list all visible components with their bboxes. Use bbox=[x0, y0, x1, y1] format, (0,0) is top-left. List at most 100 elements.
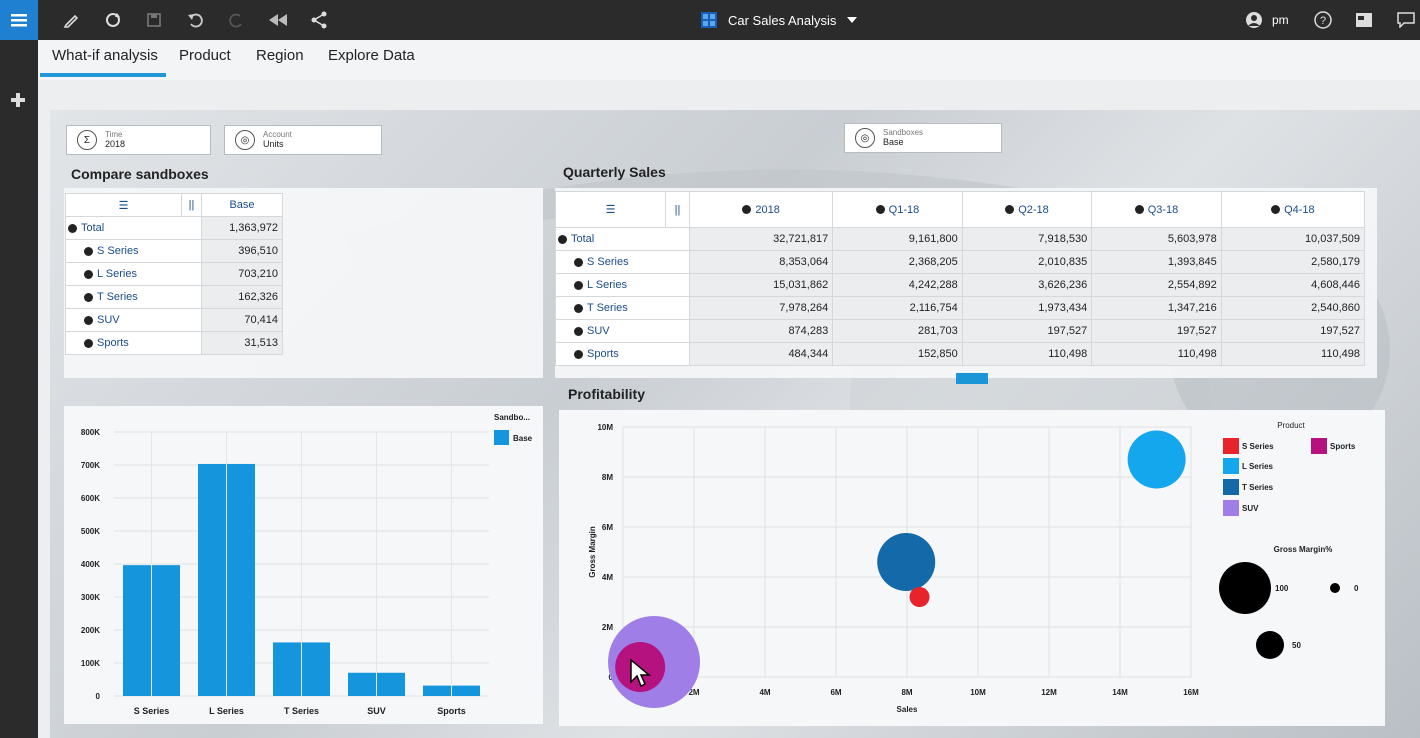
cell-value[interactable]: 70,414 bbox=[201, 308, 283, 332]
expand-icon[interactable] bbox=[558, 234, 567, 244]
bubble[interactable] bbox=[909, 587, 930, 607]
cell-value[interactable]: 484,344 bbox=[688, 342, 834, 366]
column-header[interactable]: Q3-18 bbox=[1091, 191, 1222, 228]
cell-value[interactable]: 2,540,860 bbox=[1220, 296, 1366, 320]
row-header[interactable]: Sports bbox=[65, 331, 202, 355]
grid-pivot-handle[interactable]: ☰ bbox=[555, 191, 666, 228]
tab-product[interactable]: Product bbox=[179, 47, 231, 64]
expand-icon[interactable] bbox=[574, 303, 583, 313]
column-header[interactable]: 2018 bbox=[688, 191, 834, 228]
expand-icon[interactable] bbox=[875, 205, 885, 215]
column-header[interactable]: Q1-18 bbox=[832, 191, 963, 228]
cell-value[interactable]: 1,363,972 bbox=[201, 216, 283, 240]
cell-value[interactable]: 281,703 bbox=[832, 319, 963, 343]
cell-value[interactable]: 162,326 bbox=[201, 285, 283, 309]
row-header[interactable]: S Series bbox=[65, 239, 202, 263]
cell-value[interactable]: 3,626,236 bbox=[961, 273, 1093, 297]
cell-value[interactable]: 4,608,446 bbox=[1220, 273, 1366, 297]
cell-value[interactable]: 1,393,845 bbox=[1091, 250, 1222, 274]
expand-icon[interactable] bbox=[84, 315, 93, 325]
app-title[interactable]: Car Sales Analysis bbox=[700, 10, 858, 30]
expand-icon[interactable] bbox=[84, 269, 93, 279]
cell-value[interactable]: 9,161,800 bbox=[832, 227, 963, 251]
cell-value[interactable]: 31,513 bbox=[201, 331, 283, 355]
cell-value[interactable]: 2,368,205 bbox=[832, 250, 963, 274]
cell-value[interactable]: 110,498 bbox=[1220, 342, 1366, 366]
tab-region[interactable]: Region bbox=[256, 47, 304, 64]
cell-value[interactable]: 7,918,530 bbox=[961, 227, 1093, 251]
cell-value[interactable]: 1,347,216 bbox=[1091, 296, 1222, 320]
column-header[interactable]: Q2-18 bbox=[961, 191, 1093, 228]
comment-icon[interactable] bbox=[1396, 10, 1416, 30]
expand-icon[interactable] bbox=[574, 349, 583, 359]
expand-icon[interactable] bbox=[84, 246, 93, 256]
cell-value[interactable]: 2,554,892 bbox=[1091, 273, 1222, 297]
cell-value[interactable]: 4,242,288 bbox=[832, 273, 963, 297]
row-header[interactable]: L Series bbox=[555, 273, 690, 297]
cell-value[interactable]: 703,210 bbox=[201, 262, 283, 286]
cell-value[interactable]: 110,498 bbox=[1091, 342, 1222, 366]
cell-value[interactable]: 10,037,509 bbox=[1220, 227, 1366, 251]
expand-icon[interactable] bbox=[1271, 205, 1281, 215]
cell-value[interactable]: 197,527 bbox=[1091, 319, 1222, 343]
cell-value[interactable]: 197,527 bbox=[961, 319, 1093, 343]
cell-value[interactable]: 2,116,754 bbox=[832, 296, 963, 320]
cell-value[interactable]: 874,283 bbox=[688, 319, 834, 343]
expand-icon[interactable] bbox=[574, 257, 583, 267]
column-header[interactable]: Base bbox=[201, 193, 283, 217]
add-icon[interactable] bbox=[8, 90, 28, 110]
panel-splitter-handle[interactable] bbox=[956, 373, 988, 384]
menu-icon[interactable] bbox=[0, 0, 38, 40]
notes-icon[interactable] bbox=[1354, 10, 1374, 30]
grid-column-handle[interactable]: || bbox=[665, 191, 690, 228]
expand-icon[interactable] bbox=[1134, 205, 1144, 215]
cell-value[interactable]: 396,510 bbox=[201, 239, 283, 263]
edit-icon[interactable] bbox=[61, 10, 81, 30]
user-icon[interactable] bbox=[1244, 10, 1264, 30]
refresh-icon[interactable] bbox=[103, 10, 123, 30]
expand-icon[interactable] bbox=[574, 326, 583, 336]
tab-explore-data[interactable]: Explore Data bbox=[328, 47, 415, 64]
bubble[interactable] bbox=[1127, 430, 1186, 489]
row-header[interactable]: Total bbox=[65, 216, 202, 240]
undo-icon[interactable] bbox=[186, 10, 206, 30]
rewind-icon[interactable] bbox=[268, 10, 288, 30]
cell-value[interactable]: 197,527 bbox=[1220, 319, 1366, 343]
row-header[interactable]: SUV bbox=[65, 308, 202, 332]
row-header[interactable]: T Series bbox=[555, 296, 690, 320]
cell-value[interactable]: 15,031,862 bbox=[688, 273, 834, 297]
row-header[interactable]: Sports bbox=[555, 342, 690, 366]
expand-icon[interactable] bbox=[742, 205, 752, 215]
expand-icon[interactable] bbox=[84, 338, 93, 348]
cell-value[interactable]: 110,498 bbox=[961, 342, 1093, 366]
save-icon[interactable] bbox=[144, 10, 164, 30]
redo-icon[interactable] bbox=[226, 10, 246, 30]
row-header[interactable]: T Series bbox=[65, 285, 202, 309]
cell-value[interactable]: 2,580,179 bbox=[1220, 250, 1366, 274]
cell-value[interactable]: 1,973,434 bbox=[961, 296, 1093, 320]
share-icon[interactable] bbox=[309, 10, 329, 30]
row-header[interactable]: L Series bbox=[65, 262, 202, 286]
cell-value[interactable]: 5,603,978 bbox=[1091, 227, 1222, 251]
grid-column-handle[interactable]: || bbox=[181, 193, 202, 217]
row-header[interactable]: S Series bbox=[555, 250, 690, 274]
expand-icon[interactable] bbox=[84, 292, 93, 302]
cell-value[interactable]: 32,721,817 bbox=[688, 227, 834, 251]
expand-icon[interactable] bbox=[574, 280, 583, 290]
expand-icon[interactable] bbox=[1005, 205, 1015, 215]
cell-value[interactable]: 7,978,264 bbox=[688, 296, 834, 320]
expand-icon[interactable] bbox=[68, 223, 77, 233]
tab-what-if-analysis[interactable]: What-if analysis bbox=[52, 47, 158, 64]
cell-value[interactable]: 8,353,064 bbox=[688, 250, 834, 274]
bubble[interactable] bbox=[877, 533, 936, 591]
help-icon[interactable]: ? bbox=[1313, 10, 1333, 30]
row-header[interactable]: Total bbox=[555, 227, 690, 251]
cell-value[interactable]: 2,010,835 bbox=[961, 250, 1093, 274]
cell-value[interactable]: 152,850 bbox=[832, 342, 963, 366]
user-name[interactable]: pm bbox=[1272, 13, 1289, 27]
grid-pivot-handle[interactable]: ☰ bbox=[65, 193, 182, 217]
row-header[interactable]: SUV bbox=[555, 319, 690, 343]
time-prompt[interactable]: Σ Time 2018 bbox=[66, 125, 211, 155]
column-header[interactable]: Q4-18 bbox=[1220, 191, 1366, 228]
account-prompt[interactable]: ◎ Account Units bbox=[224, 125, 382, 155]
